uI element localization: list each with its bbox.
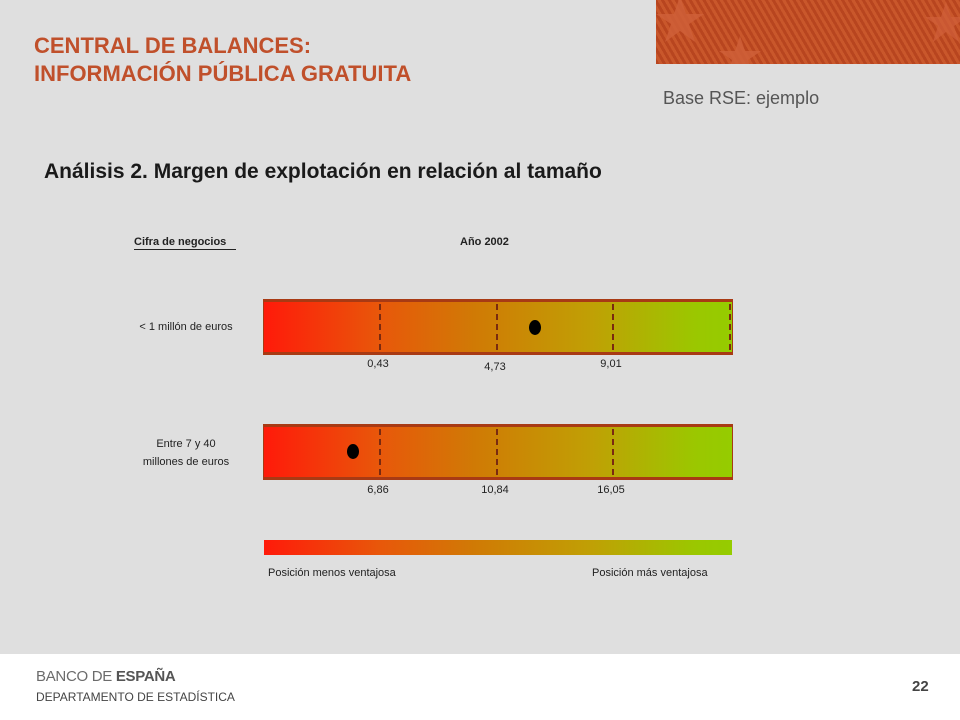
quartile-tick (496, 304, 498, 350)
bank-logo-part1: BANCO DE (36, 668, 116, 685)
bank-logo-part2: ESPAÑA (115, 668, 176, 685)
base-label: Base RSE: ejemplo (663, 88, 820, 108)
legend-left-label: Posición menos ventajosa (268, 567, 396, 579)
row-label-medium: Entre 7 y 40 millones de euros (130, 435, 242, 471)
quartile-label: 16,05 (597, 484, 625, 496)
row-label-medium-line1: Entre 7 y 40 (156, 438, 216, 450)
page-title: CENTRAL DE BALANCES: INFORMACIÓN PÚBLICA… (34, 32, 411, 88)
quartile-tick (612, 429, 614, 475)
quartile-tick (379, 429, 381, 475)
quartile-label: 6,86 (367, 484, 389, 496)
bank-logo: BANCO DE ESPAÑA (36, 668, 176, 685)
department-label: DEPARTAMENTO DE ESTADÍSTICA (36, 690, 235, 704)
header-decoration (656, 0, 960, 64)
column-header-year: Año 2002 (460, 236, 509, 248)
legend-right-label: Posición más ventajosa (592, 567, 708, 579)
quartile-tick (612, 304, 614, 350)
title-line-1: CENTRAL DE BALANCES: (34, 33, 312, 58)
section-title: Análisis 2. Margen de explotación en rel… (44, 160, 602, 183)
quartile-label: 0,43 (367, 358, 389, 370)
quartile-label: 4,73 (484, 361, 506, 373)
column-header-size: Cifra de negocios (134, 235, 237, 250)
quartile-tick (379, 304, 381, 350)
quartile-tick (496, 429, 498, 475)
legend-gradient-bar (264, 540, 732, 555)
company-position-marker (529, 320, 541, 335)
quartile-tick (729, 304, 731, 350)
row-label-medium-line2: millones de euros (142, 456, 230, 468)
star-pattern-icon (656, 0, 960, 64)
position-bar-medium (263, 424, 733, 480)
quartile-label: 10,84 (481, 484, 509, 496)
row-label-small: < 1 millón de euros (139, 321, 233, 333)
position-bar-small (263, 299, 733, 355)
title-line-2: INFORMACIÓN PÚBLICA GRATUITA (34, 61, 412, 86)
quartile-label: 9,01 (600, 358, 622, 370)
company-position-marker (347, 444, 359, 459)
page-number: 22 (912, 678, 929, 695)
